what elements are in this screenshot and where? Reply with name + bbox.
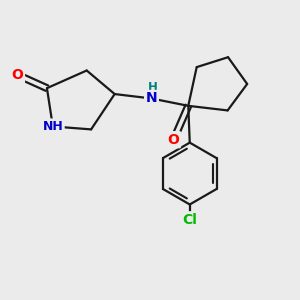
Text: O: O (168, 133, 179, 147)
Text: Cl: Cl (182, 213, 197, 227)
Text: H: H (148, 81, 158, 94)
Text: N: N (146, 92, 157, 106)
Text: NH: NH (43, 120, 63, 133)
Text: O: O (12, 68, 23, 82)
